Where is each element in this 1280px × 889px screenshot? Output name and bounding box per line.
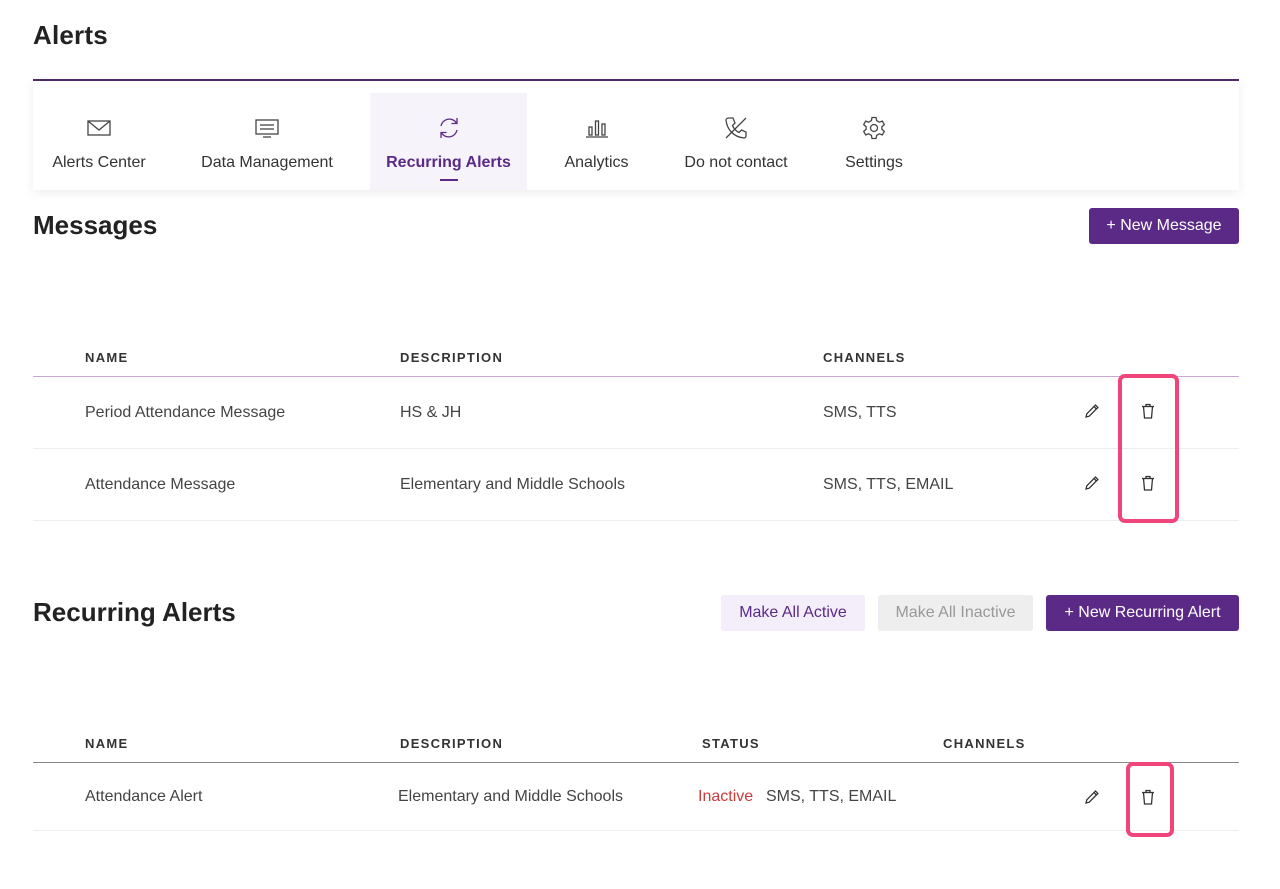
recurring-alerts-title: Recurring Alerts [33,597,236,627]
page-title: Alerts [33,20,108,50]
row-divider [33,448,1239,449]
table-header-divider [33,376,1239,377]
row-divider [33,830,1239,831]
status-badge: Inactive [698,788,754,805]
delete-button[interactable] [1137,472,1159,494]
column-header-channels: CHANNELS [943,736,1026,751]
tab-label: Analytics [564,154,629,171]
tab-do-not-contact[interactable]: Do not contact [674,93,798,190]
gear-icon [861,115,887,141]
row-divider [33,520,1239,521]
delete-highlight [1126,762,1174,837]
tab-recurring-alerts[interactable]: Recurring Alerts [370,93,527,190]
nav-tabs: Alerts Center Data Management Recurring … [33,79,1239,190]
delete-button[interactable] [1137,400,1159,422]
tab-settings[interactable]: Settings [833,93,915,190]
new-message-button[interactable]: + New Message [1089,208,1239,244]
message-name: Period Attendance Message [85,404,286,421]
messages-title: Messages [33,210,158,240]
make-all-active-button[interactable]: Make All Active [721,595,865,631]
pencil-icon [1085,404,1099,418]
message-description: Elementary and Middle Schools [400,476,626,493]
refresh-icon [436,115,462,141]
pencil-icon [1085,790,1099,804]
tab-label: Do not contact [684,154,788,171]
column-header-description: DESCRIPTION [400,350,504,365]
trash-icon [1142,403,1154,419]
alert-name: Attendance Alert [85,788,203,805]
make-all-inactive-button[interactable]: Make All Inactive [878,595,1033,631]
tab-alerts-center[interactable]: Alerts Center [33,93,165,190]
edit-button[interactable] [1081,472,1103,494]
edit-button[interactable] [1081,400,1103,422]
tab-label: Settings [845,154,903,171]
message-channels: SMS, TTS [823,404,897,421]
column-header-name: NAME [85,736,129,751]
bar-chart-icon [584,115,610,141]
active-tab-indicator [439,179,458,181]
trash-icon [1142,789,1154,805]
tab-analytics[interactable]: Analytics [553,93,640,190]
mail-icon [86,115,112,141]
alert-description: Elementary and Middle Schools [398,788,624,805]
trash-icon [1142,475,1154,491]
new-recurring-alert-button[interactable]: + New Recurring Alert [1046,595,1239,631]
column-header-name: NAME [85,350,129,365]
pencil-icon [1085,476,1099,490]
phone-off-icon [723,115,749,141]
tab-data-management[interactable]: Data Management [191,93,343,190]
alert-channels: SMS, TTS, EMAIL [766,788,897,805]
message-description: HS & JH [400,404,462,421]
delete-button[interactable] [1137,786,1159,808]
delete-highlight [1118,374,1179,523]
column-header-status: STATUS [702,736,760,751]
tab-label: Recurring Alerts [386,154,511,171]
column-header-channels: CHANNELS [823,350,906,365]
tab-label: Data Management [201,154,333,171]
tab-label: Alerts Center [52,154,146,171]
table-header-divider [33,762,1239,763]
message-name: Attendance Message [85,476,236,493]
edit-button[interactable] [1081,786,1103,808]
message-icon [254,115,280,141]
column-header-description: DESCRIPTION [400,736,504,751]
message-channels: SMS, TTS, EMAIL [823,476,954,493]
